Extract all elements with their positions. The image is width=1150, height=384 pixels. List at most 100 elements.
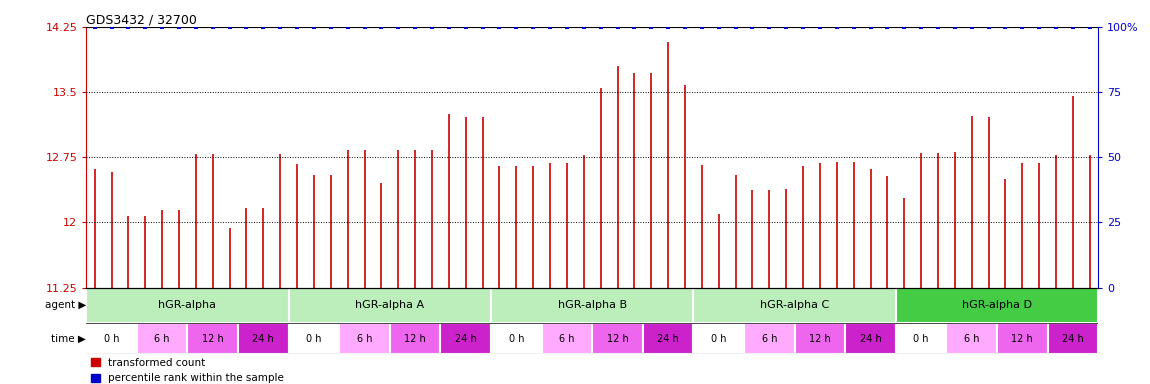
Point xyxy=(490,24,508,30)
Point xyxy=(524,24,543,30)
Bar xyxy=(693,288,896,323)
Text: 0 h: 0 h xyxy=(104,334,120,344)
Bar xyxy=(542,323,592,354)
Point xyxy=(945,24,964,30)
Point xyxy=(793,24,812,30)
Text: hGR-alpha C: hGR-alpha C xyxy=(760,300,829,311)
Point xyxy=(1064,24,1082,30)
Text: 24 h: 24 h xyxy=(455,334,476,344)
Point xyxy=(355,24,374,30)
Text: 6 h: 6 h xyxy=(559,334,575,344)
Bar xyxy=(440,323,491,354)
Point xyxy=(895,24,913,30)
Text: 6 h: 6 h xyxy=(356,334,373,344)
Text: 0 h: 0 h xyxy=(913,334,929,344)
Text: hGR-alpha D: hGR-alpha D xyxy=(963,300,1032,311)
Point xyxy=(608,24,627,30)
Point xyxy=(1081,24,1099,30)
Bar xyxy=(643,323,693,354)
Bar xyxy=(339,323,390,354)
Bar xyxy=(137,323,187,354)
Bar xyxy=(845,323,896,354)
Text: 24 h: 24 h xyxy=(1063,334,1083,344)
Bar xyxy=(289,288,491,323)
Point xyxy=(642,24,660,30)
Bar xyxy=(86,323,137,354)
Bar xyxy=(491,323,542,354)
Point xyxy=(507,24,526,30)
Point xyxy=(474,24,492,30)
Point xyxy=(389,24,407,30)
Point xyxy=(540,24,559,30)
Point xyxy=(760,24,779,30)
Bar xyxy=(238,323,289,354)
Point xyxy=(102,24,121,30)
Point xyxy=(727,24,745,30)
Point xyxy=(996,24,1014,30)
Bar xyxy=(896,323,946,354)
Text: 12 h: 12 h xyxy=(810,334,830,344)
Point xyxy=(170,24,189,30)
Point xyxy=(338,24,356,30)
Text: 0 h: 0 h xyxy=(306,334,322,344)
Point xyxy=(676,24,695,30)
Point xyxy=(373,24,391,30)
Point xyxy=(575,24,593,30)
Bar xyxy=(795,323,845,354)
Point xyxy=(844,24,862,30)
Point xyxy=(120,24,138,30)
Point xyxy=(1030,24,1049,30)
Text: 24 h: 24 h xyxy=(253,334,274,344)
Text: 12 h: 12 h xyxy=(202,334,223,344)
Point xyxy=(659,24,677,30)
Point xyxy=(743,24,761,30)
Point xyxy=(221,24,239,30)
Point xyxy=(558,24,576,30)
Point xyxy=(980,24,998,30)
Text: GDS3432 / 32700: GDS3432 / 32700 xyxy=(86,14,197,27)
Bar xyxy=(491,288,693,323)
Point xyxy=(828,24,846,30)
Bar xyxy=(1048,323,1098,354)
Point xyxy=(423,24,442,30)
Text: 12 h: 12 h xyxy=(1012,334,1033,344)
Point xyxy=(861,24,880,30)
Text: 24 h: 24 h xyxy=(860,334,881,344)
Point xyxy=(692,24,711,30)
Text: 0 h: 0 h xyxy=(711,334,727,344)
Point xyxy=(322,24,340,30)
Bar xyxy=(997,323,1048,354)
Point xyxy=(591,24,610,30)
Bar xyxy=(744,323,795,354)
Text: 6 h: 6 h xyxy=(761,334,777,344)
Point xyxy=(439,24,458,30)
Point xyxy=(1046,24,1065,30)
Point xyxy=(963,24,981,30)
Bar xyxy=(390,323,440,354)
Text: time ▶: time ▶ xyxy=(52,334,86,344)
Point xyxy=(271,24,290,30)
Point xyxy=(136,24,154,30)
Point xyxy=(305,24,323,30)
Point xyxy=(288,24,306,30)
Point xyxy=(254,24,273,30)
Text: 0 h: 0 h xyxy=(508,334,524,344)
Text: 12 h: 12 h xyxy=(607,334,628,344)
Text: hGR-alpha B: hGR-alpha B xyxy=(558,300,627,311)
Point xyxy=(406,24,424,30)
Point xyxy=(811,24,829,30)
Legend: transformed count, percentile rank within the sample: transformed count, percentile rank withi… xyxy=(92,358,284,383)
Point xyxy=(626,24,644,30)
Text: hGR-alpha: hGR-alpha xyxy=(159,300,216,311)
Text: 24 h: 24 h xyxy=(658,334,678,344)
Bar xyxy=(86,288,289,323)
Point xyxy=(153,24,171,30)
Point xyxy=(186,24,205,30)
Point xyxy=(204,24,222,30)
Bar xyxy=(187,323,238,354)
Bar xyxy=(693,323,744,354)
Text: 6 h: 6 h xyxy=(154,334,170,344)
Point xyxy=(1013,24,1032,30)
Point xyxy=(929,24,948,30)
Point xyxy=(912,24,930,30)
